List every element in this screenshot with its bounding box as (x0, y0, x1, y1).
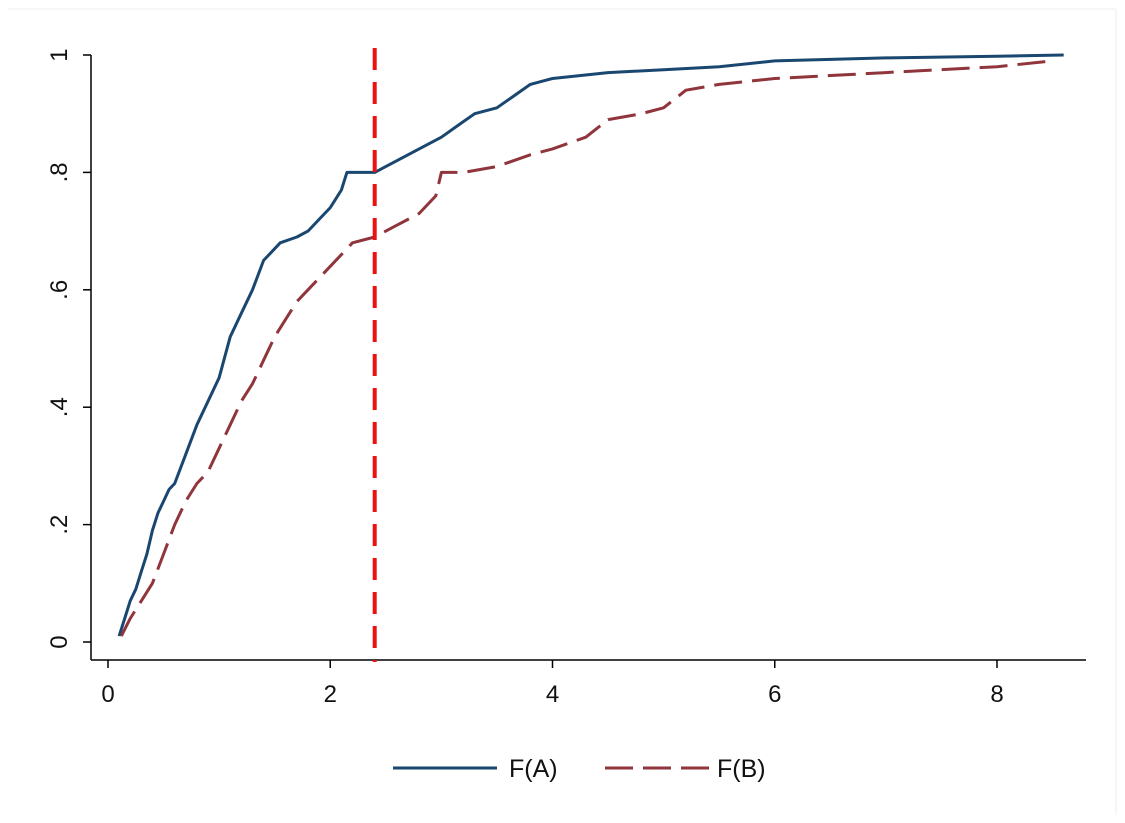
series-line-f-a (117, 53, 1064, 637)
x-tick-label: 2 (324, 681, 337, 708)
y-tick-label: 0 (46, 635, 73, 648)
x-tick-label: 4 (546, 681, 559, 708)
x-tick-label: 8 (990, 681, 1003, 708)
x-tick-label: 0 (101, 681, 114, 708)
series-line-f-b (119, 59, 1053, 637)
y-tick-label: .2 (46, 515, 73, 535)
y-tick-label: .8 (46, 162, 73, 182)
x-tick-label: 6 (768, 681, 781, 708)
y-tick-label: .4 (46, 397, 73, 417)
legend-label-f-a: F(A) (509, 755, 558, 783)
y-tick-label: .6 (46, 280, 73, 300)
legend: F(A) F(B) (393, 755, 766, 783)
y-tick-label: 1 (46, 48, 73, 61)
axes: 0 2 4 6 8 0 .2 .4 .6 .8 1 (46, 48, 1086, 708)
legend-label-f-b: F(B) (717, 755, 766, 783)
series-group (117, 53, 1064, 637)
